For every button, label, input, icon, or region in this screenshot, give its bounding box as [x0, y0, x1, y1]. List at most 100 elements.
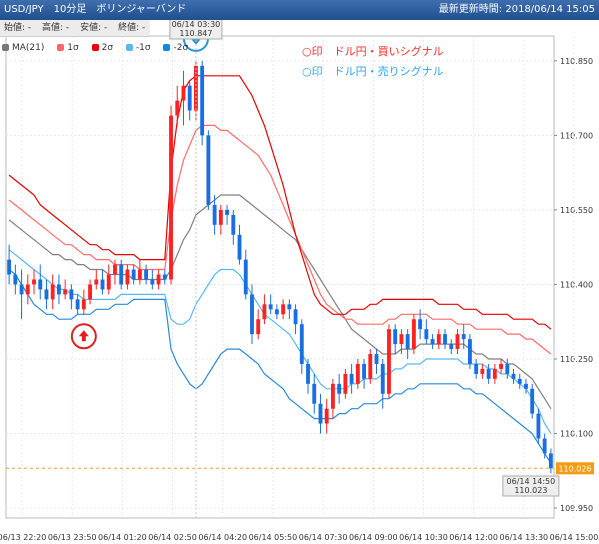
candle-down — [225, 209, 229, 215]
candle-down — [306, 363, 310, 384]
candle-down — [150, 279, 155, 285]
candle-down — [443, 334, 447, 345]
candle-down — [268, 304, 273, 310]
candle-up — [331, 383, 335, 409]
candle-up — [218, 209, 223, 225]
y-tick-label: 110.550 — [560, 206, 593, 215]
candle-down — [468, 339, 472, 364]
candle-up — [63, 289, 68, 295]
candle-up — [50, 284, 55, 300]
candle-down — [119, 264, 124, 285]
candle-up — [492, 368, 497, 379]
candle-up — [399, 334, 404, 345]
candle-up — [81, 299, 86, 310]
buy-signal-note: ○印 ドル円・買いシグナル — [302, 45, 444, 58]
y-tick-label: 110.850 — [560, 57, 593, 66]
y-tick-label: 110.400 — [560, 280, 593, 289]
candle-down — [243, 259, 248, 295]
x-tick-label: 06/13 23:50 — [48, 533, 97, 542]
candle-down — [548, 453, 553, 469]
candle-down — [75, 299, 80, 310]
candle-down — [44, 289, 49, 300]
candle-down — [337, 383, 342, 394]
candle-down — [287, 304, 292, 310]
candle-down — [13, 274, 18, 285]
candle-down — [231, 214, 236, 235]
candle-down — [144, 269, 149, 280]
legend-item-1sigma[interactable]: 1σ — [57, 43, 79, 53]
candle-up — [324, 408, 329, 424]
candle-down — [100, 279, 105, 290]
candle-up — [88, 284, 92, 300]
candle-down — [524, 383, 528, 389]
legend-item-ma21[interactable]: MA(21) — [2, 43, 44, 53]
sell-signal-note: ○印 ドル円・売りシグナル — [302, 65, 444, 78]
candle-up — [137, 269, 142, 280]
candle-down — [530, 388, 535, 414]
y-tick-label: 109.950 — [560, 504, 593, 513]
legend-swatch — [2, 44, 9, 51]
candle-up — [262, 304, 267, 320]
upper-1sigma-line — [8, 124, 552, 355]
candle-up — [436, 334, 441, 345]
candle-down — [461, 334, 466, 340]
candle-down — [162, 274, 167, 280]
legend-swatch — [163, 44, 171, 51]
candle-down — [349, 373, 354, 384]
candle-down — [38, 279, 43, 290]
current-price-label: 110.026 — [558, 464, 591, 473]
x-tick-label: 06/14 15:00 — [550, 533, 599, 542]
x-tick-label: 06/14 05:50 — [249, 533, 298, 542]
candle-up — [94, 279, 99, 285]
candle-up — [113, 264, 117, 275]
candle-up — [156, 274, 161, 285]
legend-item-minus2sigma[interactable]: -2σ — [163, 43, 188, 53]
candle-down — [424, 329, 429, 340]
candle-down — [486, 368, 491, 379]
x-tick-label: 06/14 02:50 — [148, 533, 197, 542]
buy-arrow-icon — [78, 330, 89, 342]
candle-down — [374, 354, 379, 364]
candle-down — [517, 378, 522, 384]
candle-up — [499, 363, 503, 369]
candle-up — [387, 329, 391, 394]
tooltip-top-date: 06/14 03:30 — [172, 20, 221, 29]
open-value: 始値: - — [4, 23, 32, 33]
candle-down — [362, 363, 366, 379]
title-bar: USD/JPY 10分足 ボリンジャーバンド 最新更新時間: 2018/06/1… — [0, 0, 599, 20]
tooltip-top-value: 110.847 — [179, 29, 212, 38]
chart-title: USD/JPY 10分足 ボリンジャーバンド — [4, 4, 187, 15]
tooltip-box-bottom — [502, 475, 560, 497]
candle-up — [455, 334, 460, 350]
x-tick-label: 06/14 01:20 — [98, 533, 147, 542]
candle-down — [200, 65, 205, 136]
candle-up — [175, 100, 180, 116]
x-tick-label: 06/14 04:20 — [198, 533, 247, 542]
candle-down — [474, 363, 479, 374]
legend-item-2sigma[interactable]: 2σ — [91, 43, 113, 53]
y-tick-label: 110.250 — [560, 355, 593, 364]
y-tick-label: 110.700 — [560, 131, 593, 140]
candle-up — [343, 373, 348, 394]
candle-up — [411, 319, 416, 350]
candle-up — [25, 284, 30, 295]
last-updated: 最新更新時間: 2018/06/14 15:05 — [438, 4, 595, 15]
current-price-tag — [556, 462, 594, 475]
y-tick-label: 110.100 — [560, 430, 593, 439]
candle-down — [69, 289, 74, 300]
candle-down — [7, 259, 12, 275]
candle-down — [542, 438, 547, 454]
low-value: 安値: - — [80, 23, 108, 33]
candle-down — [237, 234, 242, 260]
candle-up — [368, 354, 373, 379]
candle-up — [125, 269, 130, 285]
x-tick-label: 06/14 09:00 — [349, 533, 398, 542]
upper-2sigma-line — [8, 75, 552, 330]
x-tick-label: 06/14 10:30 — [399, 533, 448, 542]
candle-down — [57, 284, 61, 295]
legend-item-minus1sigma[interactable]: -1σ — [125, 43, 151, 53]
signal-note: ○印 ドル円・買いシグナル ○印 ドル円・売りシグナル — [302, 42, 444, 82]
candle-up — [106, 274, 111, 290]
candle-down — [393, 329, 398, 345]
